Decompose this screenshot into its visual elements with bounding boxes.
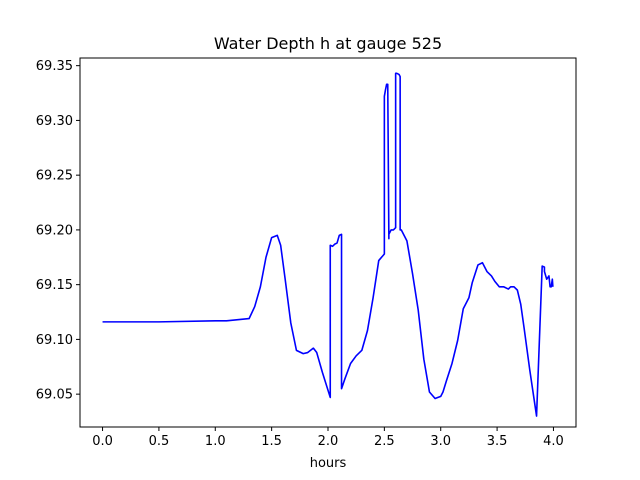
y-tick-label: 69.20 [36, 223, 73, 238]
x-tick-label: 1.5 [261, 434, 282, 449]
x-tick-label: 3.0 [430, 434, 451, 449]
x-tick-label: 0.0 [92, 434, 113, 449]
y-tick-label: 69.35 [36, 59, 73, 74]
axes: 0.0 0.5 1.0 1.5 2.0 2.5 3.0 3.5 4.0 69.05 69.10 69.… [36, 57, 577, 449]
x-tick-label: 2.5 [374, 434, 395, 449]
x-axis-label: hours [310, 456, 347, 471]
x-tick-label: 1.0 [205, 434, 226, 449]
y-tick-label: 69.30 [36, 114, 73, 129]
series-line-1 [102, 72, 554, 417]
chart-title: Water Depth h at gauge 525 [214, 34, 442, 53]
y-tick-label: 69.25 [36, 169, 73, 184]
y-tick-label: 69.10 [36, 333, 73, 348]
x-tick-label: 0.5 [149, 434, 170, 449]
y-tick-label: 69.05 [36, 388, 73, 403]
x-tick-label: 3.5 [487, 434, 508, 449]
x-tick-label: 2.0 [318, 434, 339, 449]
x-tick-label: 4.0 [543, 434, 564, 449]
plot-area [102, 72, 554, 417]
y-tick-label: 69.15 [36, 278, 73, 293]
